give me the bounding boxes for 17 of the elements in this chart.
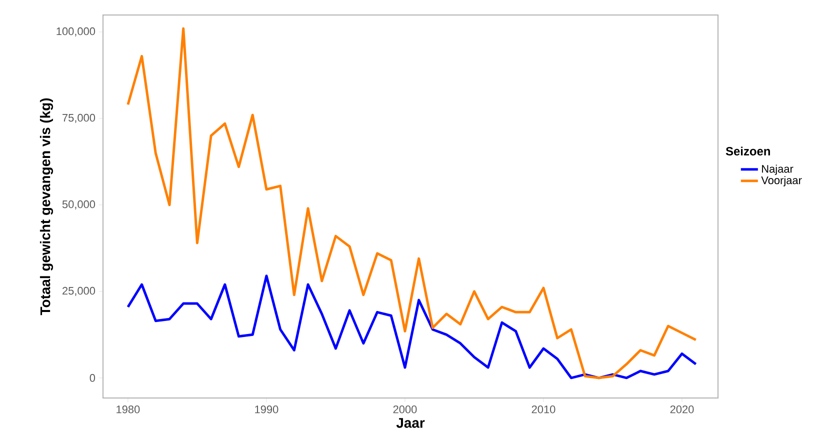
x-axis-title: Jaar xyxy=(396,418,425,428)
legend-label: Voorjaar xyxy=(761,176,802,186)
x-tick-label: 2020 xyxy=(670,406,694,414)
x-tick-label: 1980 xyxy=(116,406,140,414)
y-tick-label: 0 xyxy=(90,374,96,382)
y-tick-label: 50,000 xyxy=(62,200,96,210)
x-tick-label: 2000 xyxy=(393,406,417,414)
line-series xyxy=(126,274,698,380)
y-axis-title: Totaal gewicht gevangen vis (kg) xyxy=(40,98,54,316)
y-tick-label: 25,000 xyxy=(62,286,96,296)
y-tick-label: 100,000 xyxy=(56,27,96,36)
legend-label: Najaar xyxy=(762,164,794,175)
x-tick-label: 2010 xyxy=(532,406,556,414)
y-tick-label: 75,000 xyxy=(62,114,96,123)
legend-title: Seizoen xyxy=(726,146,770,156)
x-tick-label: 1990 xyxy=(255,406,278,414)
line-series xyxy=(126,27,698,380)
